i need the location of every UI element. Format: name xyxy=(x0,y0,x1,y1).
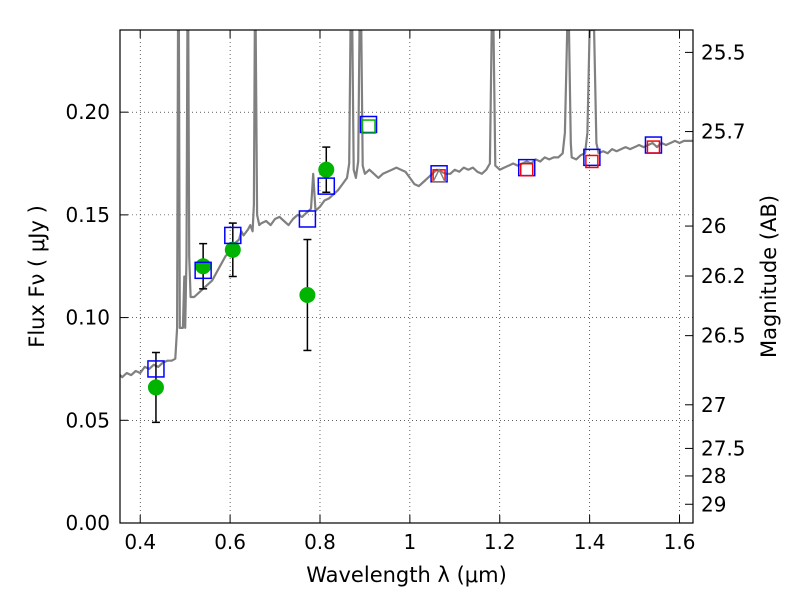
square-marker xyxy=(585,154,599,169)
square-marker xyxy=(646,140,661,154)
y-tick-label: 0.05 xyxy=(65,408,110,432)
triangle-marker xyxy=(431,168,447,183)
square-marker xyxy=(583,148,601,167)
mag-tick-label: 25.5 xyxy=(701,40,746,64)
y-axis-label: Flux Fν ( μJy ) xyxy=(25,205,49,348)
square-marker xyxy=(224,226,242,245)
observed-point xyxy=(195,258,212,275)
square-marker xyxy=(361,119,376,134)
x-tick-label: 0.6 xyxy=(214,530,246,554)
square-marker xyxy=(519,162,534,177)
y2-axis-label: Magnitude (AB) xyxy=(757,195,781,358)
x-tick-label: 0.4 xyxy=(124,530,156,554)
mag-tick-label: 29 xyxy=(701,492,726,516)
x-tick-label: 1.4 xyxy=(574,530,606,554)
observed-point xyxy=(224,241,241,258)
observed-point xyxy=(147,379,164,396)
x-tick-label: 1 xyxy=(404,530,417,554)
square-marker xyxy=(147,360,165,378)
observed-point xyxy=(318,161,335,178)
square-marker xyxy=(298,210,317,228)
mag-tick-label: 25.7 xyxy=(701,120,746,144)
mag-tick-label: 27 xyxy=(701,393,726,417)
y-tick-label: 0.15 xyxy=(65,203,110,227)
x-axis-label: Wavelength λ (μm) xyxy=(306,563,507,587)
mag-tick-label: 26 xyxy=(701,214,726,238)
mag-tick-label: 27.5 xyxy=(701,436,746,460)
plot-area xyxy=(120,30,693,424)
mag-tick-label: 26.2 xyxy=(701,264,746,288)
x-tick-label: 1.6 xyxy=(664,530,696,554)
square-marker xyxy=(194,261,212,280)
mag-tick-label: 26.5 xyxy=(701,324,746,348)
square-marker xyxy=(317,177,336,195)
axes-frame xyxy=(119,29,694,524)
spectrum-line xyxy=(120,30,693,379)
x-tick-label: 0.8 xyxy=(304,530,336,554)
y-tick-label: 0.20 xyxy=(65,100,110,124)
grid xyxy=(120,30,693,523)
mag-tick-label: 28 xyxy=(701,464,726,488)
observed-point xyxy=(299,286,316,303)
y-tick-label: 0.00 xyxy=(65,511,110,535)
ticks: 0.4 0.6 0.8 1 1.2 1.4 1.6 0.00 0.05 0.10 0.15 0.20 2… xyxy=(65,30,746,554)
y-tick-label: 0.10 xyxy=(65,306,110,330)
x-tick-label: 1.2 xyxy=(484,530,516,554)
